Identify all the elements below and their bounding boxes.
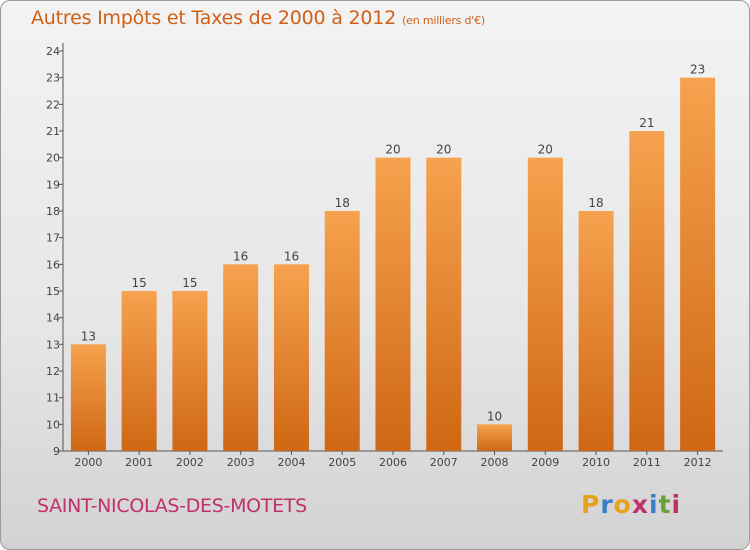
commune-name: SAINT-NICOLAS-DES-MOTETS <box>37 495 307 517</box>
bar <box>324 211 360 451</box>
y-tick-label: 14 <box>46 312 60 325</box>
bar <box>426 157 462 451</box>
logo-letter: x <box>631 490 649 519</box>
logo-letter: r <box>600 490 614 519</box>
bar-value-label: 10 <box>487 409 502 423</box>
bar <box>629 131 665 451</box>
x-tick-label: 2010 <box>582 456 610 469</box>
bar <box>477 424 513 451</box>
logo-letter: t <box>658 490 672 519</box>
y-tick-label: 15 <box>46 285 60 298</box>
y-tick-label: 19 <box>46 178 60 191</box>
bar-value-label: 21 <box>639 116 654 130</box>
bar-value-label: 18 <box>588 196 603 210</box>
bar-value-label: 15 <box>182 276 197 290</box>
bar-value-label: 16 <box>284 249 299 263</box>
y-tick-label: 24 <box>46 45 60 58</box>
logo-letter: P <box>581 490 601 519</box>
bar-value-label: 18 <box>335 196 350 210</box>
bar-value-label: 13 <box>81 329 96 343</box>
chart-bars: 13 15 15 16 16 18 20 20 10 20 18 21 23 <box>70 63 716 452</box>
bar <box>375 157 411 451</box>
y-tick-label: 22 <box>46 98 60 111</box>
chart-title: Autres Impôts et Taxes de 2000 à 2012 (en… <box>31 7 485 29</box>
bar-value-label: 20 <box>436 143 451 157</box>
proxiti-logo[interactable]: Proxiti <box>581 490 681 519</box>
x-tick-label: 2006 <box>379 456 407 469</box>
x-tick-label: 2005 <box>328 456 356 469</box>
x-tick-label: 2012 <box>684 456 712 469</box>
x-tick-label: 2007 <box>430 456 458 469</box>
x-tick-label: 2001 <box>125 456 153 469</box>
bar-value-label: 20 <box>385 143 400 157</box>
y-tick-label: 11 <box>46 392 60 405</box>
logo-letter: i <box>649 490 659 519</box>
y-tick-label: 20 <box>46 152 60 165</box>
bar <box>172 291 208 451</box>
y-tick-label: 10 <box>46 418 60 431</box>
x-tick-label: 2008 <box>481 456 509 469</box>
logo-letter: o <box>613 490 632 519</box>
bar <box>121 291 157 451</box>
bar <box>223 264 259 451</box>
y-tick-label: 16 <box>46 258 60 271</box>
bar-value-label: 23 <box>690 63 705 77</box>
bar-value-label: 15 <box>132 276 147 290</box>
y-tick-label: 13 <box>46 338 60 351</box>
x-tick-label: 2003 <box>227 456 255 469</box>
x-tick-label: 2004 <box>277 456 305 469</box>
y-tick-label: 12 <box>46 365 60 378</box>
y-tick-label: 21 <box>46 125 60 138</box>
y-tick-label: 18 <box>46 205 60 218</box>
bar <box>527 157 563 451</box>
x-tick-label: 2011 <box>633 456 661 469</box>
y-tick-label: 17 <box>46 232 60 245</box>
bar <box>578 211 614 451</box>
y-tick-label: 9 <box>53 445 60 458</box>
bar-value-label: 20 <box>538 143 553 157</box>
chart-title-text: Autres Impôts et Taxes de 2000 à 2012 <box>31 7 397 29</box>
x-tick-label: 2009 <box>531 456 559 469</box>
bar <box>70 344 106 451</box>
chart-title-unit: (en milliers d'€) <box>402 14 485 27</box>
y-tick-label: 23 <box>46 72 60 85</box>
x-tick-label: 2000 <box>74 456 102 469</box>
x-tick-label: 2002 <box>176 456 204 469</box>
bar <box>273 264 309 451</box>
bar-value-label: 16 <box>233 249 248 263</box>
logo-letter: i <box>671 490 682 519</box>
bar <box>680 77 716 452</box>
